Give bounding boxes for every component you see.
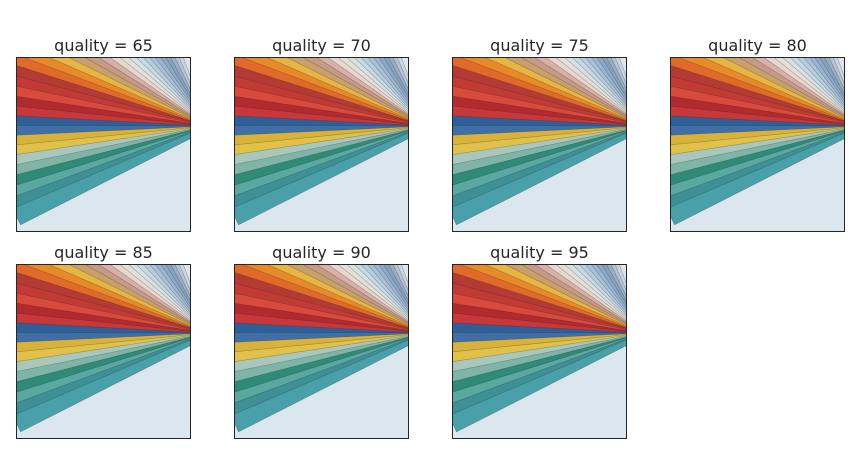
fan-image: [16, 57, 191, 232]
panel-title: quality = 90: [272, 243, 371, 262]
fan-image: [452, 57, 627, 232]
fan-image: [234, 264, 409, 439]
panel-title: quality = 70: [272, 36, 371, 55]
swatch-blade: [453, 339, 626, 433]
swatch-blade: [671, 132, 844, 226]
fan-image: [452, 264, 627, 439]
panel-title: quality = 65: [54, 36, 153, 55]
swatch-blade: [17, 132, 190, 226]
fan-image: [670, 57, 845, 232]
panel-title: quality = 95: [490, 243, 589, 262]
fan-image: [234, 57, 409, 232]
swatch-blade: [453, 132, 626, 226]
panel-title: quality = 85: [54, 243, 153, 262]
swatch-blade: [235, 339, 408, 433]
panel-title: quality = 80: [708, 36, 807, 55]
fan-image: [16, 264, 191, 439]
swatch-blade: [17, 339, 190, 433]
swatch-blade: [235, 132, 408, 226]
panel-title: quality = 75: [490, 36, 589, 55]
